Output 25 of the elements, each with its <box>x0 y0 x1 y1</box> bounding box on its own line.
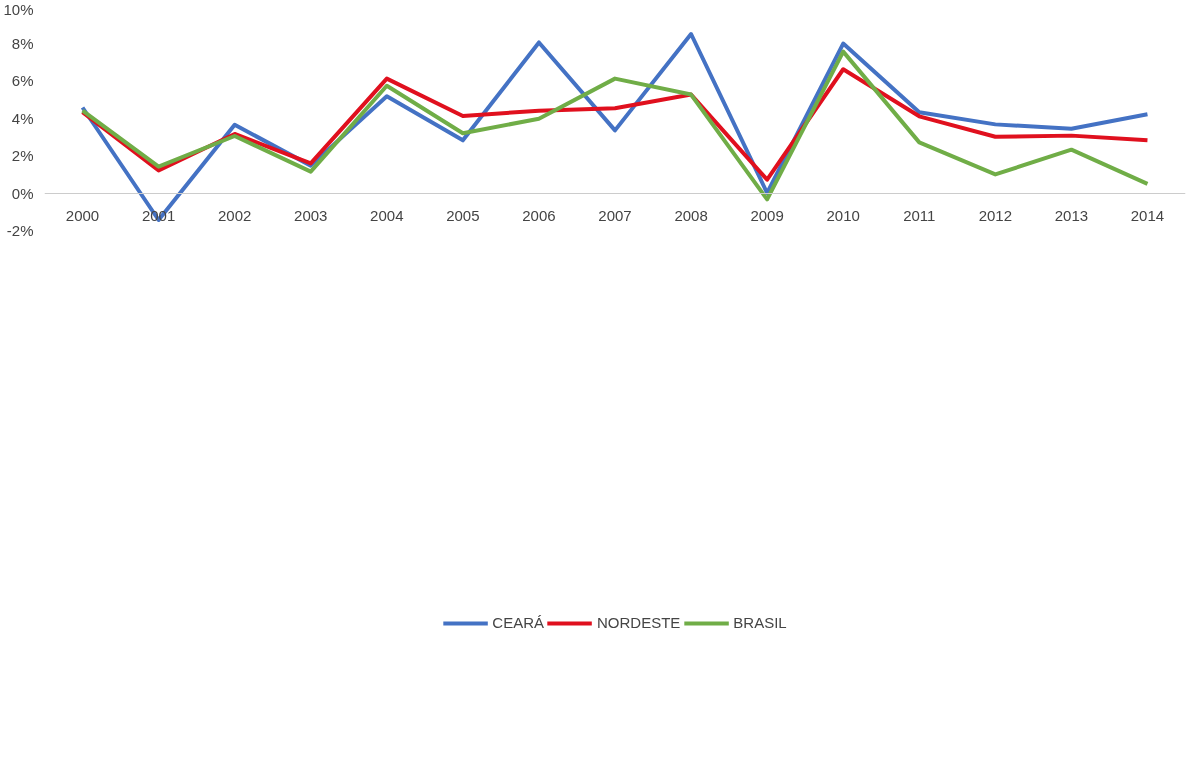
y-tick-label: 10% <box>3 0 34 18</box>
legend-label: BRASIL <box>733 614 787 632</box>
x-tick-label: 2002 <box>217 207 252 224</box>
y-tick-label: 4% <box>11 109 34 127</box>
x-tick-label: 2011 <box>903 207 936 224</box>
x-tick-label: 2000 <box>65 207 100 224</box>
line-series <box>80 49 1150 202</box>
y-tick-label: 8% <box>11 34 34 52</box>
legend-label: NORDESTE <box>596 614 681 632</box>
x-tick-label: 2008 <box>674 207 708 224</box>
y-tick-label: 6% <box>11 72 34 89</box>
y-tick-label: -2% <box>6 222 34 239</box>
x-tick-label: 2007 <box>598 207 632 224</box>
x-tick-label: 2006 <box>522 207 556 224</box>
y-tick-label: 2% <box>11 147 34 164</box>
x-tick-label: 2003 <box>294 207 328 224</box>
x-tick-label: 2009 <box>750 207 784 224</box>
x-tick-label: 2014 <box>1130 207 1165 224</box>
legend-label: CEARÁ <box>492 614 544 632</box>
x-tick-label: 2013 <box>1054 207 1089 224</box>
y-tick-label: 0% <box>11 184 34 202</box>
x-tick-label: 2004 <box>370 207 404 224</box>
x-tick-label: 2005 <box>446 207 480 224</box>
x-tick-label: 2010 <box>826 207 860 224</box>
x-tick-label: 2012 <box>978 207 1013 224</box>
